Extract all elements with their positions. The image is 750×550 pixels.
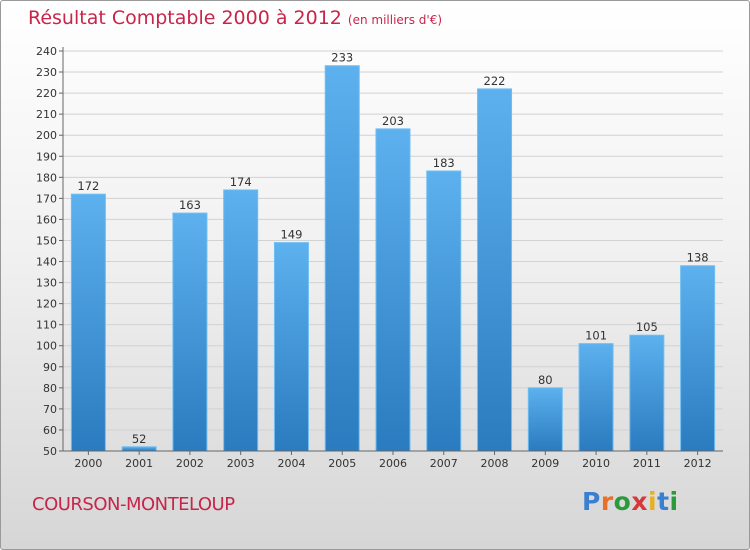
bar-2012 (680, 265, 716, 452)
bar-2011 (629, 334, 665, 452)
logo-letter: o (613, 487, 632, 516)
x-tick-label: 2003 (227, 457, 255, 470)
bar-value-label: 174 (230, 175, 252, 189)
y-tick-label: 220 (36, 87, 57, 100)
bar-2009 (527, 387, 563, 452)
x-tick-label: 2004 (277, 457, 305, 470)
logo-letter: r (600, 487, 614, 516)
bar-value-label: 105 (636, 320, 658, 334)
y-tick-label: 100 (36, 340, 57, 353)
bar-2007 (426, 170, 462, 452)
x-tick-label: 2000 (74, 457, 102, 470)
bars-group: 172 52 163 174 149 233 203 183 222 80 101 105 138 (70, 51, 716, 452)
y-tick-label: 180 (36, 171, 57, 184)
proxiti-logo: Proxiti (582, 487, 679, 516)
bar-2000 (70, 193, 106, 452)
logo-letter: t (657, 487, 670, 516)
y-tick-label: 170 (36, 192, 57, 205)
chart-subtitle: (en milliers d'€) (347, 13, 443, 27)
y-tick-label: 210 (36, 108, 57, 121)
x-tick-label: 2011 (633, 457, 661, 470)
x-tick-label: 2001 (125, 457, 153, 470)
x-tick-label: 2006 (379, 457, 407, 470)
x-tick-label: 2007 (430, 457, 458, 470)
bar-value-label: 101 (585, 329, 607, 343)
x-tick-label: 2002 (176, 457, 204, 470)
bar-2010 (578, 343, 614, 452)
bar-2003 (223, 189, 259, 452)
bar-value-label: 149 (280, 228, 302, 242)
logo-letter: i (648, 487, 658, 516)
bar-value-label: 52 (132, 432, 147, 446)
bar-value-label: 233 (331, 51, 353, 65)
y-tick-label: 60 (43, 424, 57, 437)
y-tick-label: 200 (36, 129, 57, 142)
axes-group: 50 60 70 80 90 100 110 120 130 140 150 160 170 180 190… (36, 45, 723, 470)
bar-2005 (324, 65, 360, 452)
x-tick-label: 2010 (582, 457, 610, 470)
x-tick-label: 2012 (684, 457, 712, 470)
y-tick-label: 190 (36, 150, 57, 163)
logo-letter: x (631, 487, 648, 516)
y-tick-label: 50 (43, 445, 57, 458)
bar-2008 (477, 88, 513, 452)
chart-title: Résultat Comptable 2000 à 2012 (en millie… (28, 7, 442, 29)
bar-2002 (172, 212, 208, 452)
y-tick-label: 70 (43, 403, 57, 416)
bar-2001 (121, 446, 157, 452)
y-tick-label: 130 (36, 277, 57, 290)
x-tick-label: 2008 (481, 457, 509, 470)
y-tick-label: 120 (36, 298, 57, 311)
bar-2006 (375, 128, 411, 452)
y-tick-label: 230 (36, 66, 57, 79)
bar-2004 (273, 242, 309, 452)
bar-value-label: 172 (77, 179, 99, 193)
title-text: Résultat Comptable 2000 à 2012 (28, 7, 342, 29)
y-tick-label: 160 (36, 213, 57, 226)
logo-letter: P (582, 487, 601, 516)
bar-value-label: 138 (687, 251, 709, 265)
y-tick-label: 80 (43, 382, 57, 395)
bar-value-label: 183 (433, 156, 455, 170)
y-tick-label: 150 (36, 234, 57, 247)
y-tick-label: 110 (36, 319, 57, 332)
y-tick-label: 240 (36, 45, 57, 58)
x-tick-label: 2005 (328, 457, 356, 470)
bar-value-label: 203 (382, 114, 404, 128)
x-tick-label: 2009 (531, 457, 559, 470)
bar-value-label: 163 (179, 198, 201, 212)
y-tick-label: 90 (43, 361, 57, 374)
y-tick-label: 140 (36, 256, 57, 269)
bar-value-label: 222 (484, 74, 506, 88)
logo-letter: i (669, 487, 679, 516)
commune-name: COURSON-MONTELOUP (32, 494, 235, 515)
bar-value-label: 80 (538, 373, 553, 387)
